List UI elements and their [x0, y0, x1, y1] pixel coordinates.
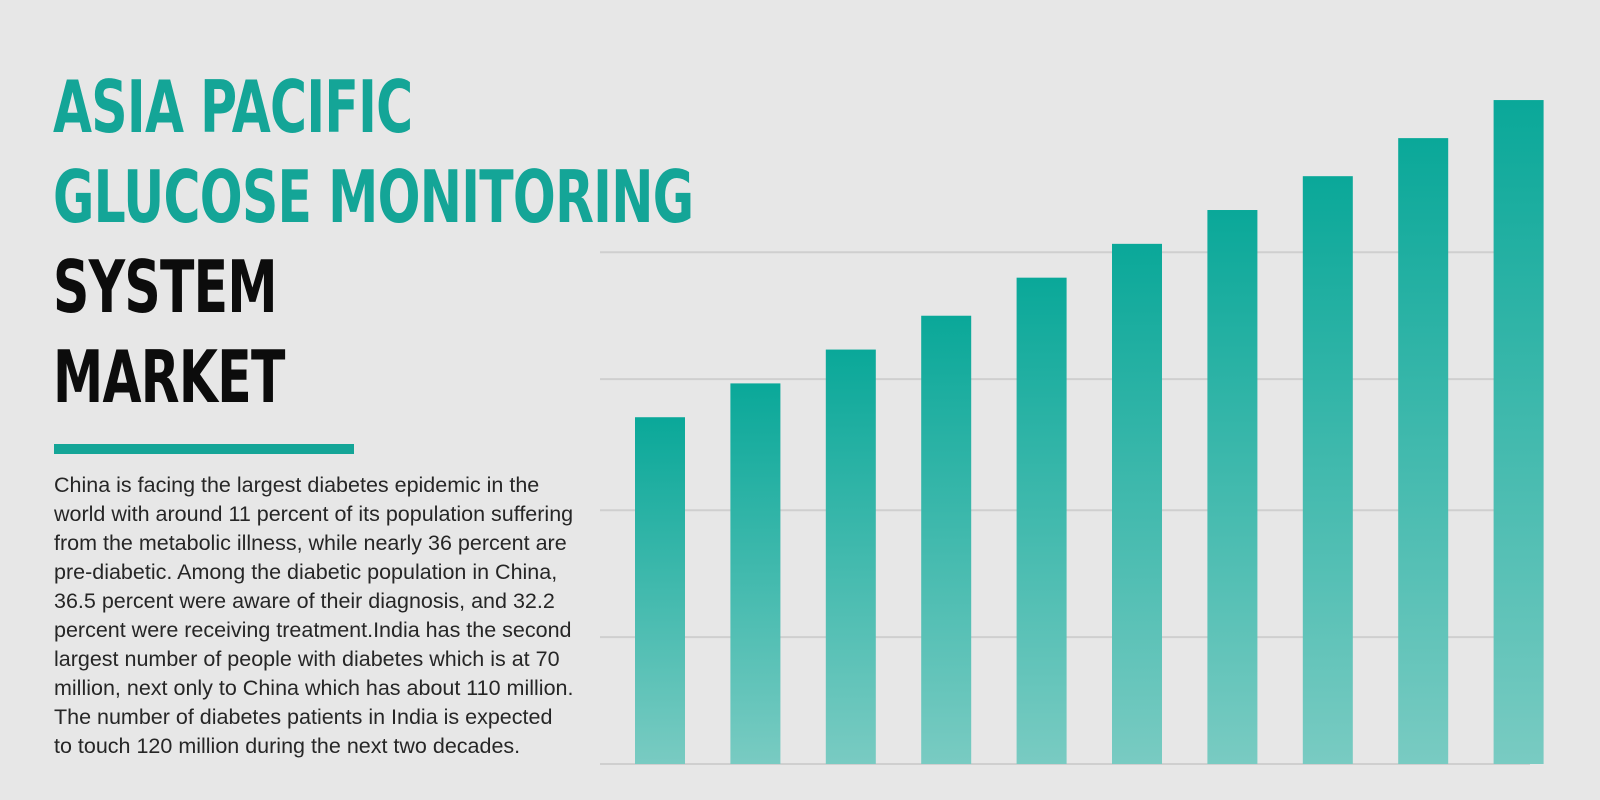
- chart-bar-7: [1207, 210, 1258, 764]
- title-line-4: MARKET: [53, 335, 285, 419]
- chart-bar-3: [825, 349, 876, 764]
- chart-bar-6: [1112, 243, 1162, 764]
- chart-bar-4: [921, 315, 972, 764]
- description-paragraph: China is facing the largest diabetes epi…: [54, 473, 574, 758]
- chart-bar-8: [1302, 176, 1353, 764]
- accent-divider: [54, 444, 354, 454]
- title-line-1: ASIA PACIFIC: [53, 65, 413, 149]
- chart-bar-5: [1016, 277, 1067, 764]
- title-line-3: SYSTEM: [53, 245, 278, 329]
- chart-bar-9: [1398, 138, 1449, 764]
- chart-bars: [635, 100, 1544, 764]
- page-title: ASIA PACIFIC GLUCOSE MONITORING SYSTEM M…: [53, 62, 694, 422]
- title-line-2: GLUCOSE MONITORING: [53, 155, 694, 239]
- chart-bar-1: [635, 417, 685, 764]
- chart-bar-10: [1493, 100, 1544, 764]
- chart-bar-2: [730, 383, 781, 764]
